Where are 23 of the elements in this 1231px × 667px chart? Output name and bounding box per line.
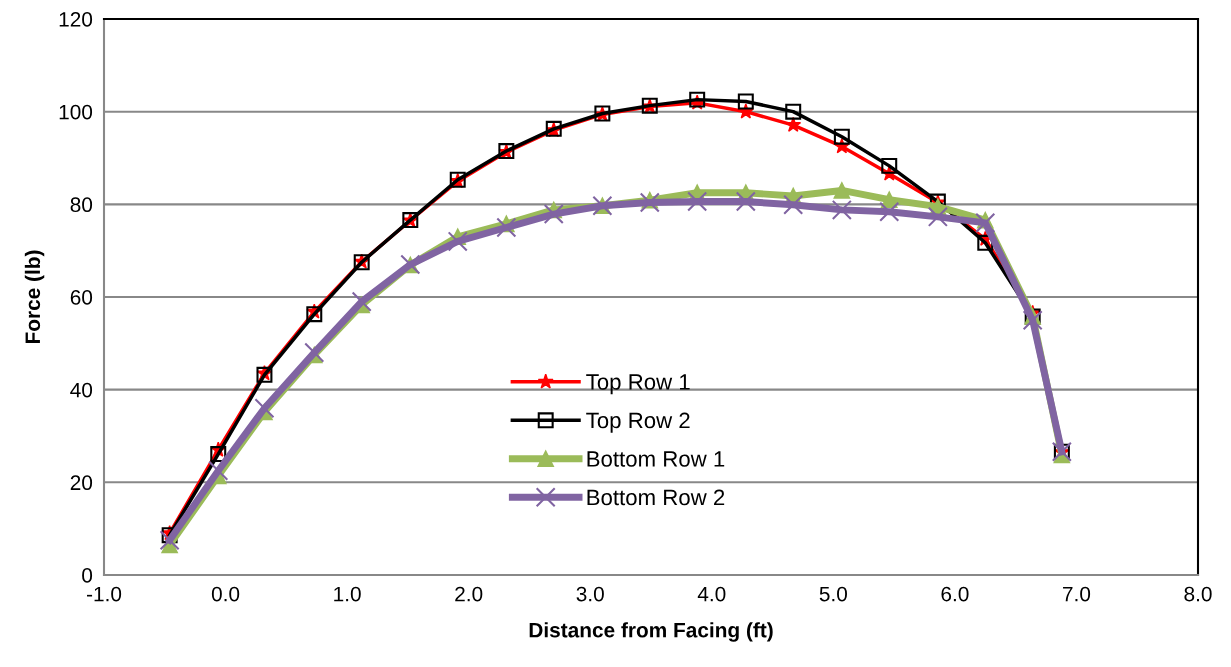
x-tick-label: 2.0: [455, 586, 483, 602]
x-tick-label: 7.0: [1063, 586, 1091, 602]
y-axis-title: Force (lb): [24, 250, 45, 344]
legend-label: Bottom Row 1: [587, 451, 725, 467]
x-axis-title: Distance from Facing (ft): [529, 622, 773, 642]
y-tick-label: 40: [70, 382, 93, 398]
y-tick-label: 20: [70, 475, 93, 491]
y-tick-label: 80: [70, 197, 93, 213]
x-tick-label: 8.0: [1184, 586, 1212, 602]
x-tick-label: 1.0: [334, 586, 361, 602]
legend-label: Bottom Row 2: [587, 489, 725, 506]
x-tick-label: 3.0: [576, 586, 604, 602]
y-tick-label: 120: [59, 12, 93, 27]
x-tick-label: -1.0: [86, 586, 122, 602]
x-tick-label: 0.0: [211, 586, 240, 602]
y-tick-label: 100: [59, 104, 93, 120]
x-tick-label: 6.0: [941, 586, 969, 602]
legend-label: Top Row 1: [586, 374, 690, 395]
legend-label: Top Row 2: [586, 412, 690, 433]
y-tick-label: 60: [70, 290, 93, 305]
y-tick-label: 0: [82, 568, 93, 583]
x-tick-label: 5.0: [819, 586, 847, 602]
x-tick-label: 4.0: [697, 586, 726, 602]
